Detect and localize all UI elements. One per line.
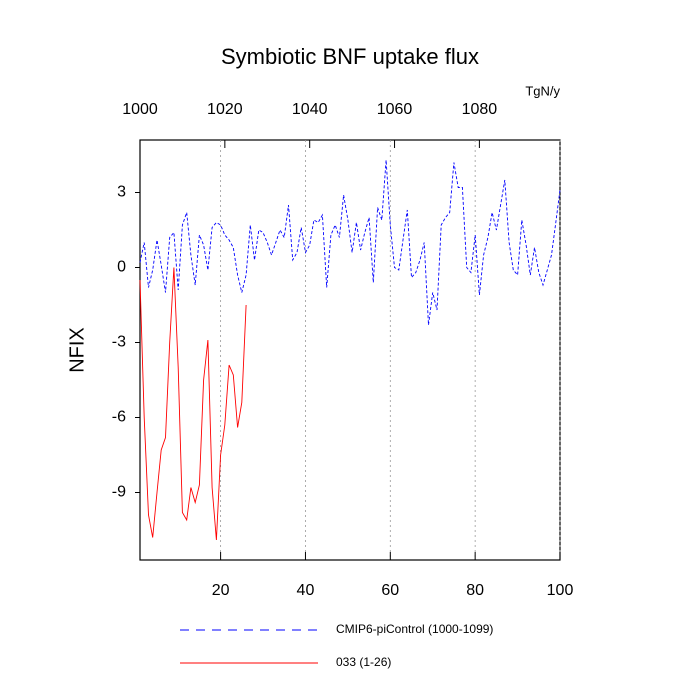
y-tick-label: -9	[112, 484, 126, 501]
legend-label: 033 (1-26)	[336, 655, 391, 669]
x-tick-label: 40	[297, 582, 315, 599]
chart-title: Symbiotic BNF uptake flux	[221, 44, 479, 69]
axis-unit: TgN/y	[525, 83, 560, 98]
x2-tick-label: 1040	[292, 101, 328, 118]
plot-frame	[139, 139, 561, 561]
y-axis-label: NFIX	[66, 327, 88, 373]
data-line	[139, 267, 247, 541]
y-tick-label: 0	[117, 259, 126, 276]
x-tick-label: 20	[212, 582, 230, 599]
y-tick-label: 3	[117, 184, 126, 201]
y-tick-label: -3	[112, 334, 126, 351]
x2-tick-label: 1060	[377, 101, 413, 118]
x2-tick-label: 1020	[207, 101, 243, 118]
x-tick-label: 80	[466, 582, 484, 599]
legend-label: CMIP6-piControl (1000-1099)	[336, 622, 493, 636]
y-tick-label: -6	[112, 409, 126, 426]
x2-tick-label: 1000	[122, 101, 158, 118]
x-tick-label: 60	[381, 582, 399, 599]
data-line	[139, 159, 561, 326]
x2-tick-label: 1080	[462, 101, 498, 118]
x-tick-label: 100	[547, 582, 574, 599]
